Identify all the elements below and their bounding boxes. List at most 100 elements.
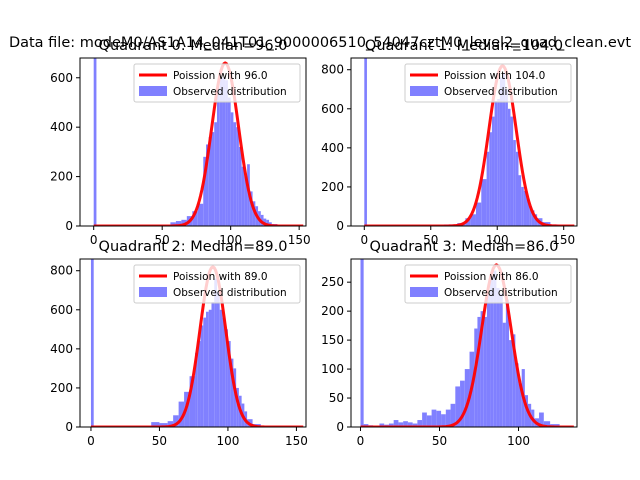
y-tick-label: 0 <box>336 420 344 434</box>
legend-hist-label: Observed distribution <box>173 86 287 98</box>
legend-hist-label: Observed distribution <box>444 86 558 98</box>
legend-hist-swatch <box>139 86 167 96</box>
histogram-bar <box>486 293 491 427</box>
quadrant-3-panel: 0 50 100 0 50 100 150 200 250 Poission with 86.0 O… <box>321 239 578 448</box>
histogram-bar <box>499 293 503 427</box>
histogram-bar <box>206 144 209 226</box>
panel-title: Quadrant 1: Median=104.0 <box>365 38 563 54</box>
legend-fit-label: Poission with 96.0 <box>173 70 268 82</box>
histogram-bar <box>266 219 270 226</box>
histogram-bar <box>225 80 228 226</box>
histogram-bar <box>249 191 253 226</box>
histogram-bar <box>197 341 201 427</box>
x-tick-label: 100 <box>219 233 242 247</box>
histogram-bar <box>523 190 527 226</box>
x-tick-label: 150 <box>285 434 308 448</box>
histogram-bar <box>227 341 231 427</box>
legend-hist-swatch <box>410 86 438 96</box>
histogram-bar <box>93 58 97 226</box>
axes-frame <box>350 57 578 227</box>
histogram-bar <box>90 259 94 427</box>
y-tick-label: 100 <box>321 362 344 376</box>
histogram-bar <box>543 421 551 427</box>
histogram-bar <box>494 100 498 226</box>
histogram-bar <box>515 151 519 226</box>
y-tick-label: 200 <box>321 180 344 194</box>
y-tick-label: 800 <box>50 264 73 278</box>
plot-area <box>364 58 575 226</box>
histogram-bar <box>450 403 456 427</box>
legend-fit-label: Poission with 104.0 <box>444 70 545 82</box>
histogram-bar <box>521 186 524 226</box>
histogram-bar <box>216 87 220 226</box>
histogram-bar <box>208 309 212 427</box>
x-tick-label: 100 <box>486 233 509 247</box>
y-tick-label: 150 <box>321 333 344 347</box>
legend-box <box>133 264 301 304</box>
y-tick-label: 400 <box>50 342 73 356</box>
x-tick-label: 0 <box>87 434 95 448</box>
histogram-bar <box>379 423 385 427</box>
histogram-bar <box>236 127 239 226</box>
histogram-bar <box>497 99 500 226</box>
histogram-bar <box>173 415 179 427</box>
histogram-bar <box>481 179 487 226</box>
histogram-bar <box>360 259 364 427</box>
histogram-bar <box>203 156 207 226</box>
histogram-bar <box>493 270 497 427</box>
histogram-bar <box>393 420 399 427</box>
y-tick-label: 0 <box>65 420 73 434</box>
histogram-bar <box>222 317 226 427</box>
histogram-bar <box>426 415 432 427</box>
histogram-bar <box>211 301 215 427</box>
histogram-bar <box>206 311 209 427</box>
x-tick-label: 100 <box>507 434 530 448</box>
histogram-bar <box>422 412 427 427</box>
histogram-bar <box>230 112 234 226</box>
histogram-bar <box>505 89 508 226</box>
histogram-bar <box>491 116 495 226</box>
plot-area <box>360 259 574 427</box>
histogram-bar <box>518 175 522 226</box>
histogram-bar <box>241 166 245 226</box>
histogram-bar <box>455 386 461 427</box>
legend-box <box>133 63 301 103</box>
histogram-bar <box>192 211 198 226</box>
histogram-bar <box>219 77 223 226</box>
y-tick-label: 200 <box>50 381 73 395</box>
histogram-bar <box>510 116 514 226</box>
y-tick-label: 0 <box>65 219 73 233</box>
y-tick-label: 600 <box>321 102 344 116</box>
quadrant-1-panel: 0 50 100 150 0 200 400 600 800 Poission with 104.… <box>321 38 578 247</box>
legend-fit-label: Poission with 89.0 <box>173 271 268 283</box>
histogram-bar <box>431 409 437 427</box>
histogram-bar <box>170 222 176 226</box>
histogram-bar <box>502 73 506 226</box>
quadrant-2-panel: 0 50 100 150 0 200 400 600 800 Poission with 89.0… <box>50 239 308 448</box>
x-tick-label: 0 <box>360 233 368 247</box>
histogram-bar <box>512 334 516 427</box>
histogram-bar <box>507 108 511 226</box>
y-tick-label: 400 <box>50 120 73 134</box>
axes-frame <box>79 258 307 428</box>
histogram-bar <box>412 423 418 427</box>
histogram-bar <box>480 311 484 427</box>
panel-title: Quadrant 0: Median=96.0 <box>99 38 288 54</box>
panel-title: Quadrant 3: Median=86.0 <box>370 239 559 255</box>
histogram-bar <box>470 214 476 226</box>
histogram-bar <box>178 401 185 427</box>
x-tick-label: 150 <box>552 233 575 247</box>
histogram-bar <box>388 423 394 427</box>
x-tick-label: 50 <box>423 233 438 247</box>
histogram-bar <box>227 97 231 226</box>
histogram-bar <box>398 422 404 427</box>
histogram-bar <box>464 369 470 427</box>
histogram-bar <box>238 146 242 226</box>
figure-suptitle: Data file: modeM0/AS1A14_041T01_90000065… <box>9 35 631 51</box>
histogram-bar <box>225 329 228 427</box>
y-tick-label: 600 <box>50 71 73 85</box>
histogram-bar <box>230 358 234 427</box>
histogram-bar <box>222 77 226 226</box>
histogram-bar <box>211 132 215 226</box>
